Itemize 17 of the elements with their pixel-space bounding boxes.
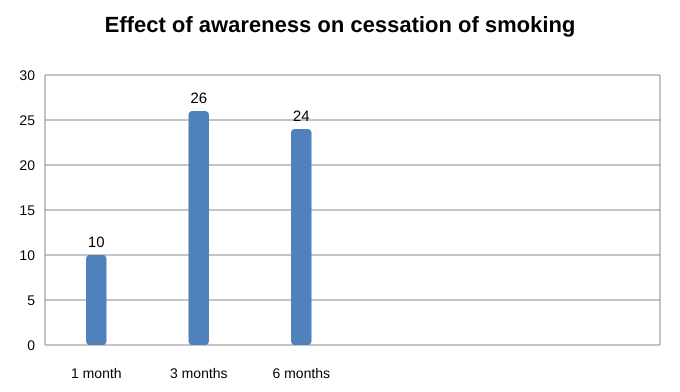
bar [291, 129, 312, 345]
y-tick-label: 20 [19, 156, 36, 173]
y-tick-label: 25 [19, 112, 36, 128]
chart-title: Effect of awareness on cessation of smoking [104, 12, 576, 37]
y-tick-label: 10 [19, 246, 36, 263]
data-label: 24 [292, 108, 310, 125]
data-label: 26 [190, 90, 208, 107]
y-tick-label: 0 [27, 336, 36, 353]
bar [86, 255, 106, 345]
y-tick-label: 30 [19, 66, 36, 83]
x-tick-label: 1 month [70, 365, 122, 381]
data-label: 10 [88, 234, 105, 251]
bar [188, 111, 209, 345]
y-tick-label: 15 [19, 202, 36, 218]
x-tick-label: 3 months [170, 365, 228, 381]
y-tick-label: 5 [27, 292, 36, 308]
x-tick-label: 6 months [272, 365, 330, 381]
